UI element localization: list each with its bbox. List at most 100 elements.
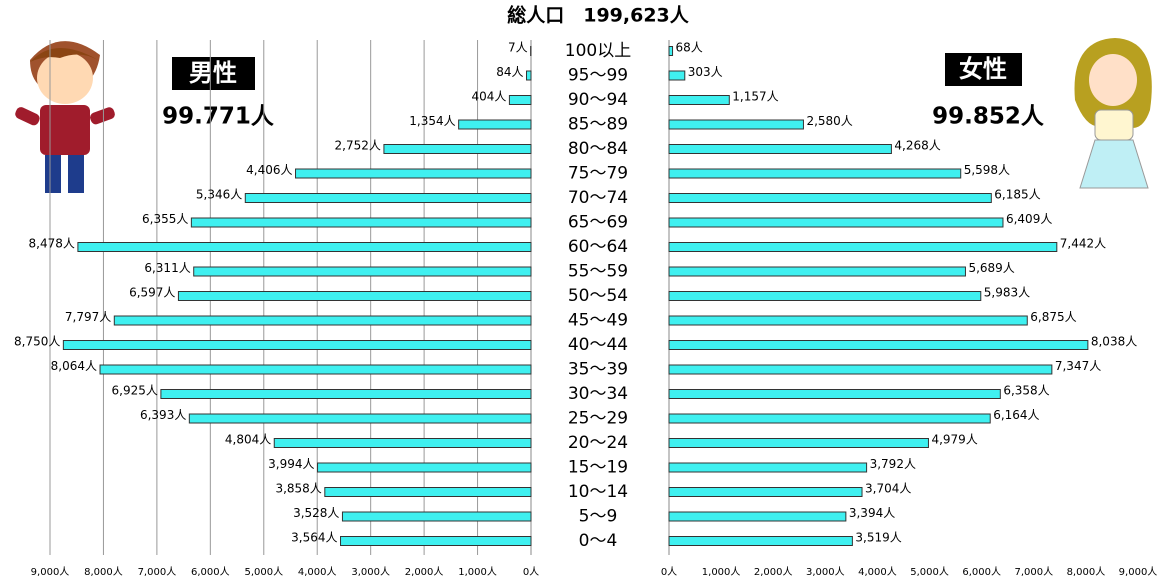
value-label: 2,580人 xyxy=(806,114,852,128)
bar xyxy=(317,462,532,473)
x-tick-label: 2,000人 xyxy=(405,566,444,578)
x-tick-label: 2,000人 xyxy=(754,566,793,578)
value-label: 3,858人 xyxy=(275,482,321,496)
female-total: 99.852人 xyxy=(932,104,1045,130)
value-label: 7,797人 xyxy=(65,310,111,324)
bar xyxy=(668,413,991,424)
bar xyxy=(668,95,730,105)
bar xyxy=(113,315,532,326)
female-label: 女性 xyxy=(959,55,1007,83)
x-tick-label: 1,000人 xyxy=(458,566,497,578)
value-label: 8,038人 xyxy=(1091,335,1137,349)
value-label: 6,355人 xyxy=(142,212,188,226)
bar xyxy=(668,364,1053,375)
bar xyxy=(668,144,892,154)
value-label: 6,164人 xyxy=(993,408,1039,422)
x-tick-label: 8,000人 xyxy=(1067,566,1106,578)
girl-illustration xyxy=(1074,38,1152,189)
x-tick-label: 7,000人 xyxy=(1014,566,1053,578)
category-label: 95～99 xyxy=(568,66,628,86)
x-tick-label: 5,000人 xyxy=(910,566,949,578)
bar xyxy=(668,168,962,179)
category-label: 0～4 xyxy=(579,531,618,551)
category-label: 85～89 xyxy=(568,115,628,135)
value-label: 4,979人 xyxy=(931,433,977,447)
value-label: 303人 xyxy=(688,65,723,79)
value-label: 5,346人 xyxy=(196,188,242,202)
bar xyxy=(190,217,532,228)
x-tick-label: 4,000人 xyxy=(858,566,897,578)
value-label: 8,750人 xyxy=(14,335,60,349)
category-label: 25～29 xyxy=(568,409,628,429)
value-label: 3,704人 xyxy=(865,482,911,496)
value-label: 1,157人 xyxy=(732,90,778,104)
value-label: 3,394人 xyxy=(849,506,895,520)
bar xyxy=(340,536,532,546)
value-label: 6,409人 xyxy=(1006,212,1052,226)
x-tick-label: 5,000人 xyxy=(244,566,283,578)
category-label: 70～74 xyxy=(568,188,628,208)
value-label: 2,752人 xyxy=(335,139,381,153)
bar xyxy=(193,266,532,277)
bar xyxy=(244,193,532,203)
category-label: 45～49 xyxy=(568,311,628,331)
category-label: 5～9 xyxy=(579,507,618,527)
bar xyxy=(668,462,868,473)
value-label: 5,983人 xyxy=(984,286,1030,300)
bar xyxy=(668,291,982,301)
category-label: 50～54 xyxy=(568,286,628,306)
value-label: 6,185人 xyxy=(994,188,1040,202)
x-tick-label: 3,000人 xyxy=(351,566,390,578)
value-label: 7人 xyxy=(508,41,528,55)
value-label: 404人 xyxy=(472,90,507,104)
bar xyxy=(668,340,1089,350)
boy-illustration xyxy=(15,41,115,193)
category-label: 80～84 xyxy=(568,139,628,159)
male-total: 99.771人 xyxy=(162,104,275,130)
male-label: 男性 xyxy=(189,59,237,87)
category-label: 20～24 xyxy=(568,433,628,453)
bar xyxy=(324,487,532,497)
value-label: 3,792人 xyxy=(870,457,916,471)
x-tick-label: 6,000人 xyxy=(962,566,1001,578)
x-tick-label: 9,000人 xyxy=(1119,566,1158,578)
bar xyxy=(62,340,532,350)
bar xyxy=(295,168,532,179)
bar xyxy=(668,389,1001,399)
category-label: 40～44 xyxy=(568,335,628,355)
bar xyxy=(458,119,532,130)
bar xyxy=(668,119,804,130)
female-label-box xyxy=(945,53,1022,86)
value-label: 4,268人 xyxy=(894,139,940,153)
chart-title: 総人口 199,623人 xyxy=(507,4,690,27)
value-label: 68人 xyxy=(676,41,703,55)
bar xyxy=(668,266,966,277)
category-label: 90～94 xyxy=(568,90,628,110)
x-tick-label: 7,000人 xyxy=(138,566,177,578)
value-label: 4,804人 xyxy=(225,433,271,447)
value-label: 3,519人 xyxy=(855,531,901,545)
x-tick-label: 0人 xyxy=(523,566,539,578)
value-label: 7,347人 xyxy=(1055,359,1101,373)
value-label: 3,564人 xyxy=(291,531,337,545)
category-label: 75～79 xyxy=(568,164,628,184)
bar xyxy=(668,487,863,497)
category-label: 100以上 xyxy=(565,41,631,61)
bar xyxy=(668,315,1028,326)
bar xyxy=(668,511,847,522)
value-label: 7,442人 xyxy=(1060,237,1106,251)
value-label: 6,925人 xyxy=(112,384,158,398)
bar xyxy=(668,438,929,448)
value-label: 3,994人 xyxy=(268,457,314,471)
value-label: 6,875人 xyxy=(1030,310,1076,324)
x-tick-label: 0人 xyxy=(661,566,677,578)
category-label: 30～34 xyxy=(568,384,628,404)
bar xyxy=(526,70,532,81)
x-tick-label: 9,000人 xyxy=(31,566,70,578)
bar xyxy=(668,46,674,56)
value-label: 8,478人 xyxy=(29,237,75,251)
bar xyxy=(160,389,532,399)
value-label: 6,311人 xyxy=(144,261,190,275)
bar xyxy=(668,70,686,81)
